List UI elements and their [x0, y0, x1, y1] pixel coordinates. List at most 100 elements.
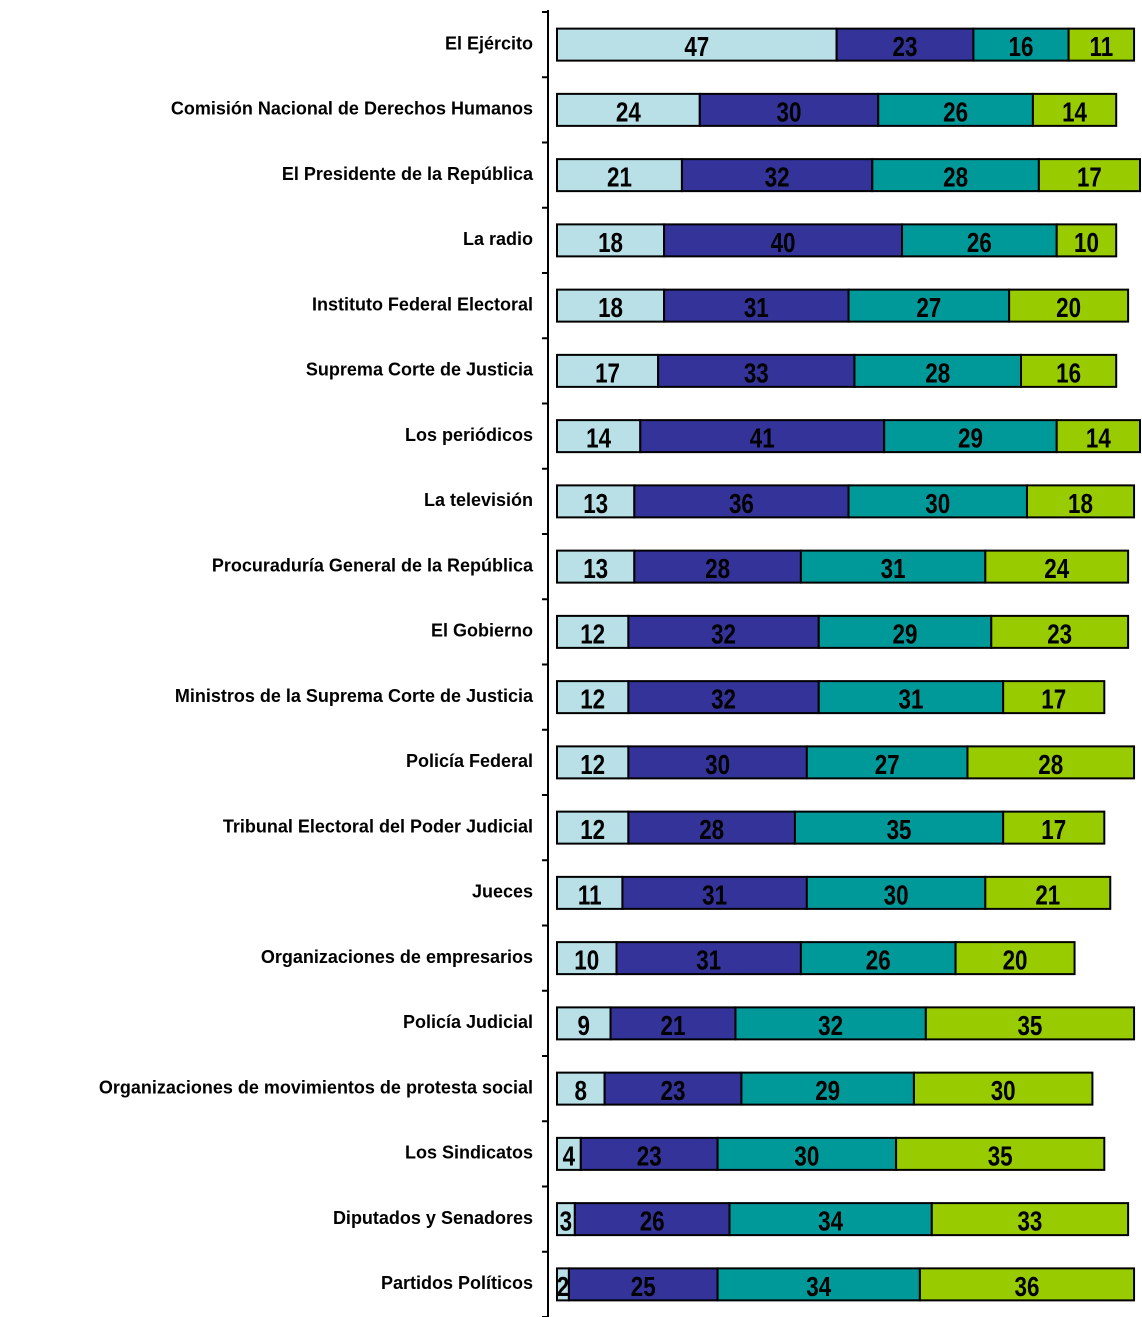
data-label: 9 — [578, 1010, 590, 1041]
data-label: 30 — [705, 749, 730, 780]
category-label: El Presidente de la República — [282, 164, 534, 184]
bar-segment — [556, 353, 660, 388]
category-label: Jueces — [472, 882, 533, 902]
bar-segment — [966, 745, 1136, 780]
data-label: 24 — [616, 97, 641, 128]
data-label: 32 — [818, 1010, 843, 1041]
bar-segment — [912, 1071, 1094, 1106]
bar-segment — [984, 875, 1112, 910]
data-label: 18 — [1068, 488, 1093, 519]
data-label: 33 — [1017, 1206, 1042, 1237]
bar-segment — [556, 680, 630, 715]
bar-segment — [954, 941, 1076, 976]
data-label: 26 — [640, 1206, 665, 1237]
bar-segment — [657, 353, 856, 388]
bar-segment — [901, 223, 1058, 258]
bar-segment — [805, 745, 969, 780]
data-label: 11 — [578, 880, 602, 911]
bar-segment — [847, 288, 1011, 323]
data-label: 27 — [916, 293, 941, 324]
data-label: 13 — [583, 554, 608, 585]
bar-segment — [817, 680, 1005, 715]
data-label: 29 — [815, 1076, 840, 1107]
bar-segment — [972, 27, 1070, 62]
bar-segment — [918, 1267, 1136, 1302]
data-label: 14 — [1086, 423, 1111, 454]
data-label: 29 — [958, 423, 983, 454]
category-label: Tribunal Electoral del Poder Judicial — [223, 816, 533, 836]
category-label: Suprema Corte de Justicia — [306, 360, 534, 380]
data-label: 31 — [696, 945, 721, 976]
data-label: 2 — [557, 1271, 569, 1302]
data-label: 34 — [818, 1206, 843, 1237]
data-label: 30 — [794, 1141, 819, 1172]
category-label: Ministros de la Suprema Corte de Justici… — [175, 686, 534, 706]
bar-segment — [556, 288, 666, 323]
bar-segment — [1037, 158, 1141, 193]
category-label: La televisión — [424, 490, 533, 510]
data-label: 40 — [771, 227, 796, 258]
category-label: Organizaciones de empresarios — [261, 947, 533, 967]
data-label: 12 — [580, 684, 605, 715]
data-label: 17 — [1077, 162, 1102, 193]
data-label: 17 — [595, 358, 620, 389]
data-label: 17 — [1041, 684, 1066, 715]
data-label: 21 — [661, 1010, 686, 1041]
data-label: 20 — [1056, 293, 1081, 324]
data-label: 10 — [1074, 227, 1099, 258]
bar-segment — [853, 353, 1023, 388]
bar-segment — [799, 941, 957, 976]
data-label: 30 — [777, 97, 802, 128]
bar-segment — [817, 614, 993, 649]
data-label: 30 — [925, 488, 950, 519]
data-label: 23 — [661, 1076, 686, 1107]
data-label: 16 — [1009, 32, 1034, 63]
bar-segment — [716, 1136, 898, 1171]
data-label: 12 — [580, 815, 605, 846]
data-label: 18 — [598, 227, 623, 258]
data-label: 30 — [884, 880, 909, 911]
data-label: 26 — [866, 945, 891, 976]
category-label: Los periódicos — [405, 425, 533, 445]
bar-segment — [799, 549, 987, 584]
data-label: 16 — [1056, 358, 1081, 389]
bar-segment — [633, 484, 850, 519]
data-label: 34 — [806, 1271, 831, 1302]
data-label: 27 — [875, 749, 900, 780]
data-label: 21 — [607, 162, 632, 193]
bar-segment — [984, 549, 1130, 584]
bar-segment — [627, 614, 820, 649]
bar-segment — [698, 92, 880, 127]
data-label: 14 — [586, 423, 611, 454]
bar-segment — [1002, 810, 1106, 845]
bar-segment — [805, 875, 987, 910]
data-label: 23 — [1047, 619, 1072, 650]
data-label: 12 — [580, 619, 605, 650]
bar-segment — [556, 158, 683, 193]
data-label: 26 — [943, 97, 968, 128]
bar-segment — [621, 875, 808, 910]
data-label: 28 — [705, 554, 730, 585]
bar-segment — [556, 223, 666, 258]
data-label: 10 — [574, 945, 599, 976]
bar-segment — [633, 549, 802, 584]
data-label: 28 — [925, 358, 950, 389]
data-label: 31 — [899, 684, 924, 715]
data-label: 24 — [1044, 554, 1069, 585]
data-label: 3 — [560, 1206, 572, 1237]
data-label: 28 — [699, 815, 724, 846]
data-label: 4 — [563, 1141, 575, 1172]
category-label: La radio — [463, 229, 533, 249]
bar-segment — [871, 158, 1040, 193]
data-label: 29 — [893, 619, 918, 650]
category-label: Diputados y Senadores — [333, 1208, 533, 1228]
data-label: 11 — [1089, 32, 1113, 63]
data-label: 30 — [991, 1076, 1016, 1107]
category-label: Policía Judicial — [403, 1012, 533, 1032]
bar-segment — [556, 1006, 612, 1041]
bar-segment — [1055, 419, 1141, 454]
bar-segment — [1055, 223, 1118, 258]
data-label: 33 — [744, 358, 769, 389]
bar-segment — [930, 1202, 1130, 1237]
